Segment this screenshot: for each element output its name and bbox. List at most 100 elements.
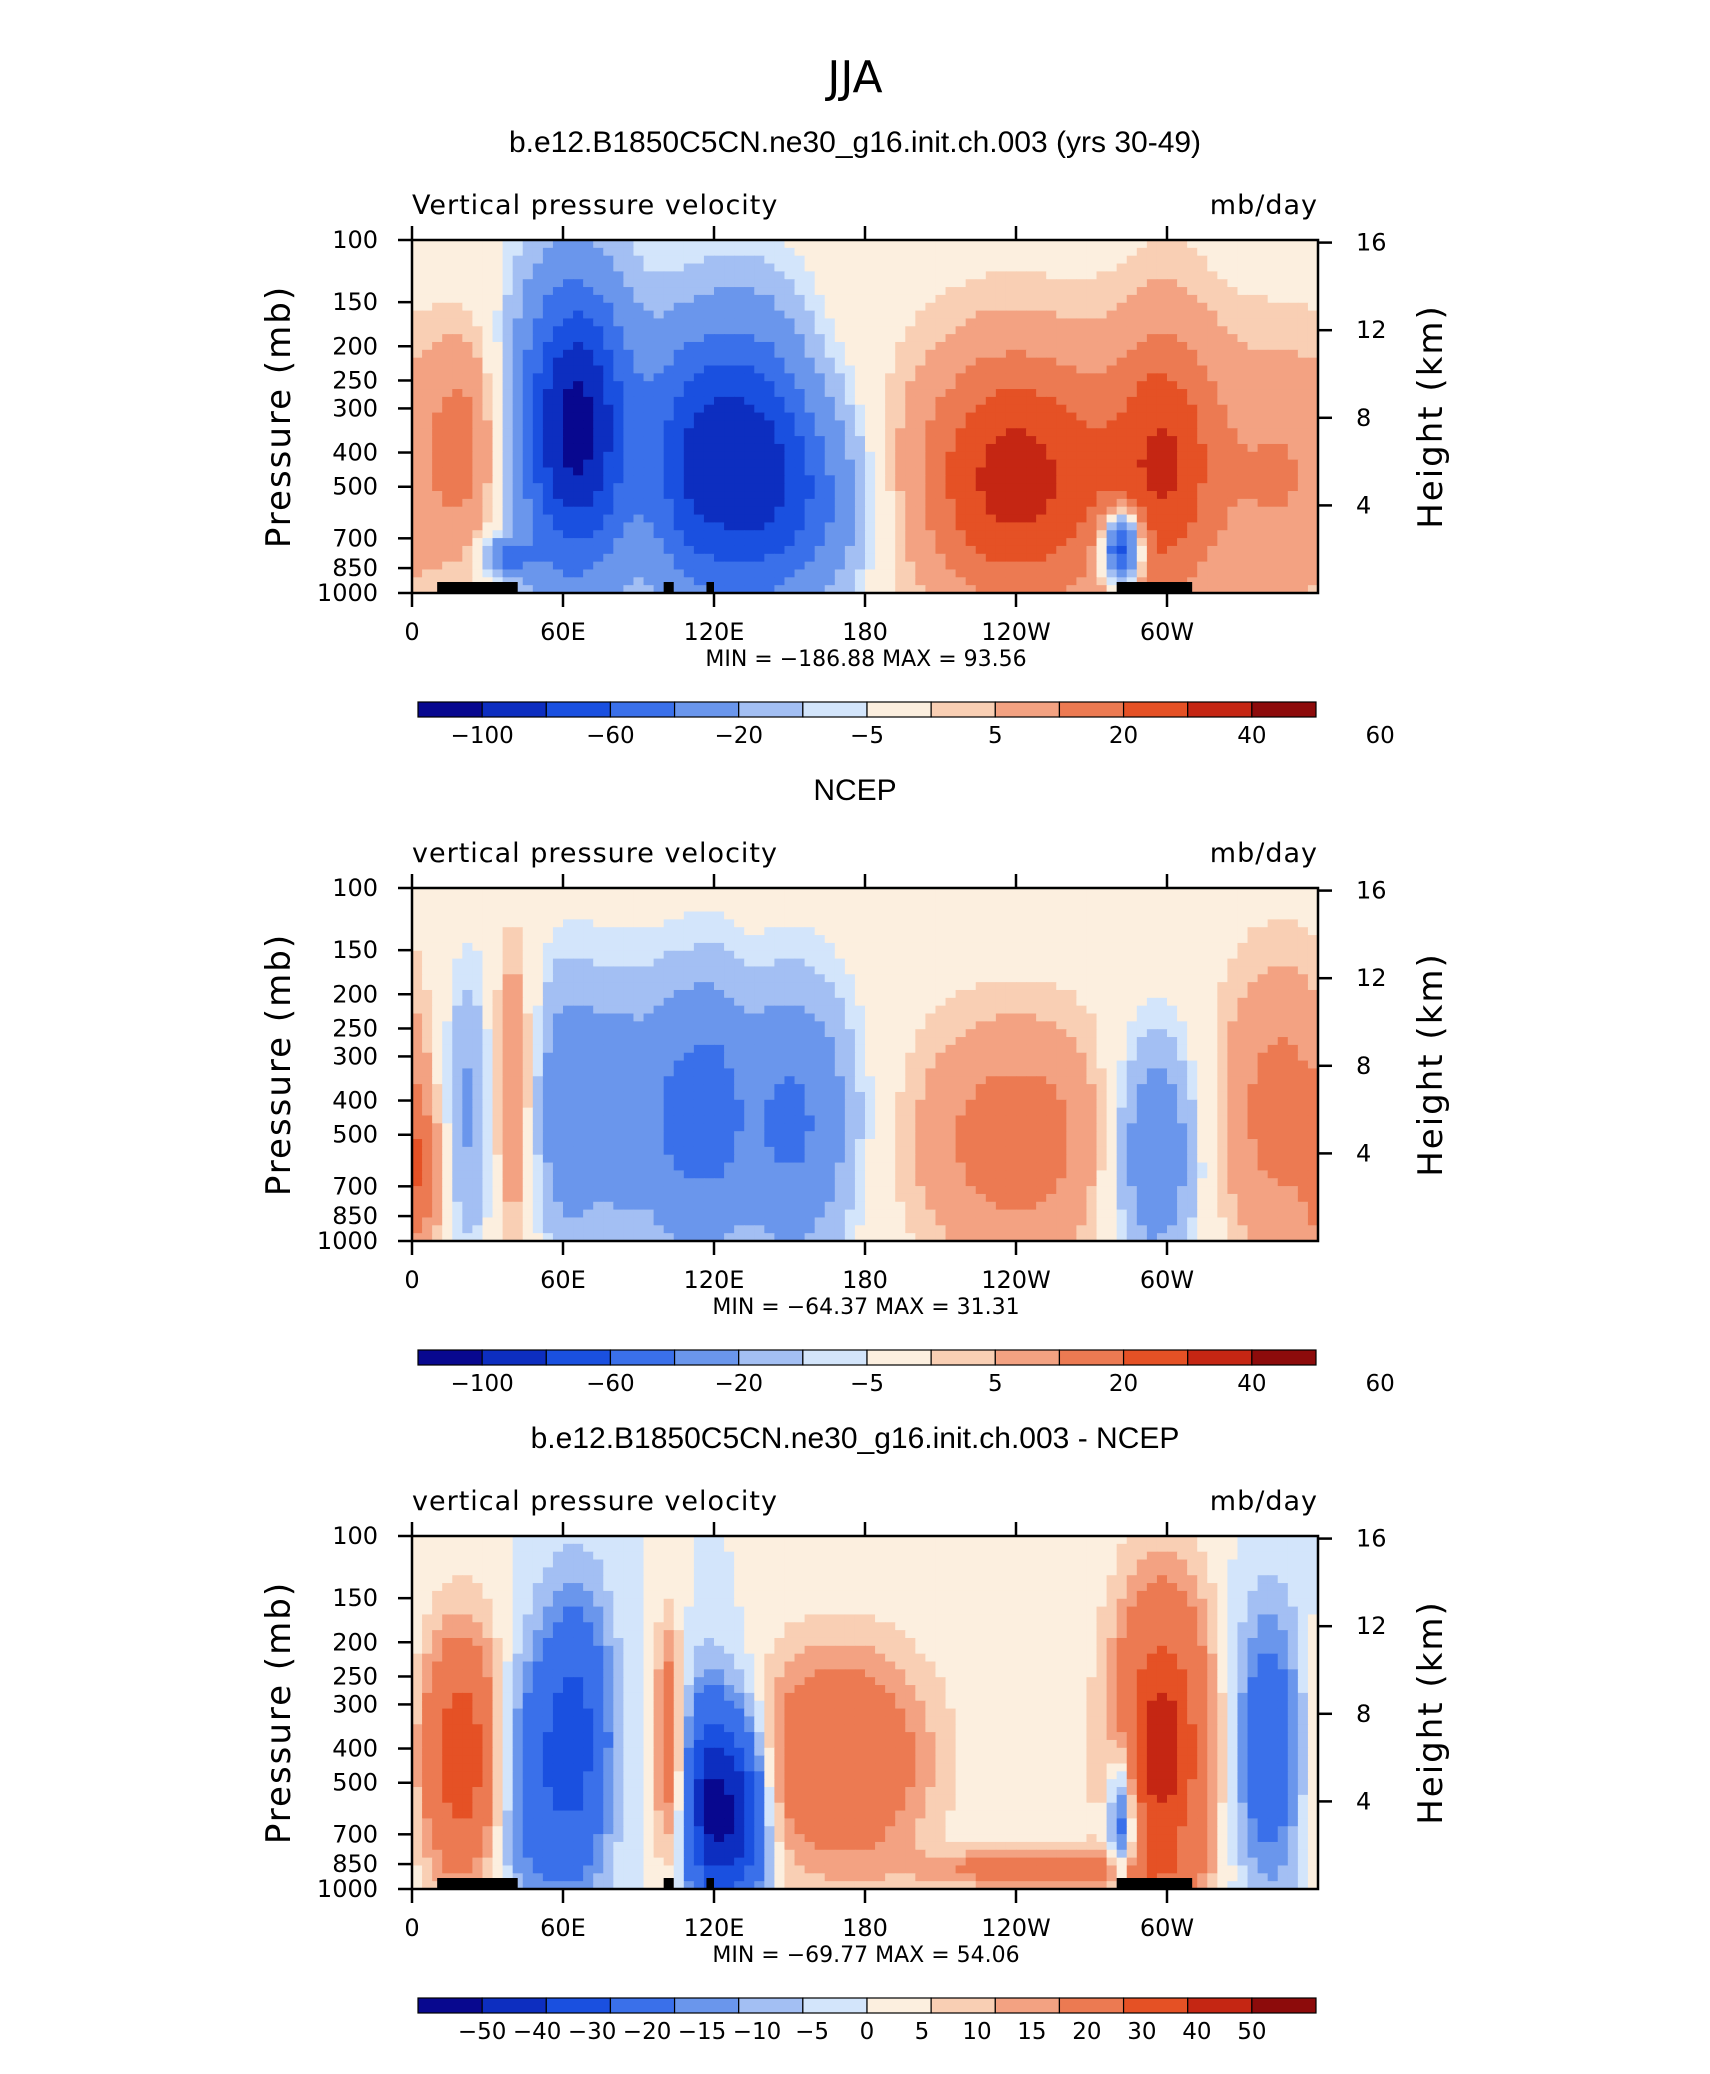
- heat-cell: [412, 443, 423, 453]
- heat-cell: [744, 577, 755, 586]
- heat-cell: [593, 436, 604, 445]
- heat-cell: [804, 294, 816, 304]
- heat-cell: [1036, 247, 1047, 257]
- heat-cell: [834, 903, 846, 913]
- heat-cell: [1257, 561, 1269, 571]
- heat-cell: [834, 318, 846, 327]
- heat-cell: [925, 271, 937, 280]
- heat-cell: [1167, 451, 1178, 461]
- heat-cell: [804, 287, 816, 296]
- heat-cell: [1227, 888, 1239, 897]
- heat-cell: [804, 491, 816, 500]
- heat-cell: [512, 530, 524, 539]
- heat-cell: [1056, 569, 1067, 578]
- heat-cell: [1287, 271, 1299, 280]
- heat-cell: [1036, 396, 1047, 406]
- heat-cell: [774, 522, 786, 531]
- heat-cell: [1257, 506, 1269, 516]
- units-label: mb/day: [1210, 838, 1318, 869]
- heat-cell: [482, 545, 494, 555]
- heat-cell: [633, 530, 645, 539]
- heat-cell: [905, 942, 916, 952]
- heat-cell: [633, 522, 645, 531]
- heat-cell: [532, 459, 544, 469]
- heat-cell: [1227, 326, 1239, 335]
- heat-cell: [1136, 514, 1148, 523]
- heat-cell: [693, 538, 705, 547]
- heat-cell: [1136, 271, 1148, 280]
- heat-cell: [915, 522, 926, 531]
- heat-cell: [895, 942, 906, 952]
- heat-cell: [603, 459, 614, 469]
- heat-cell: [1116, 357, 1128, 367]
- heat-cell: [583, 341, 594, 351]
- heat-cell: [693, 577, 705, 586]
- heat-cell: [633, 271, 645, 280]
- heat-cell: [1136, 553, 1148, 563]
- heat-cell: [1167, 475, 1178, 484]
- heat-cell: [1247, 919, 1259, 928]
- heat-cell: [1156, 310, 1168, 320]
- heat-cell: [814, 310, 826, 320]
- heat-cell: [522, 240, 534, 249]
- heat-cell: [673, 326, 685, 335]
- heat-cell: [1287, 451, 1299, 461]
- heat-cell: [683, 334, 695, 343]
- heat-cell: [683, 927, 695, 936]
- heat-cell: [734, 506, 745, 516]
- heat-cell: [724, 459, 735, 469]
- heat-cell: [995, 467, 1007, 476]
- heat-cell: [442, 373, 453, 382]
- heat-cell: [432, 365, 443, 374]
- heat-cell: [422, 287, 433, 296]
- heat-cell: [573, 294, 584, 304]
- heat-cell: [502, 475, 514, 484]
- heat-cell: [512, 255, 524, 265]
- heat-cell: [1287, 279, 1299, 288]
- heat-cell: [1277, 302, 1289, 312]
- heat-cell: [784, 247, 796, 257]
- heat-cell: [1187, 341, 1198, 351]
- heat-cell: [935, 514, 947, 523]
- heat-cell: [935, 349, 947, 359]
- heat-cell: [492, 428, 504, 437]
- heat-cell: [1307, 420, 1319, 429]
- heat-cell: [1096, 255, 1108, 265]
- heat-cell: [1277, 530, 1289, 539]
- heat-cell: [573, 287, 584, 296]
- heat-cell: [975, 903, 987, 913]
- heat-cell: [573, 577, 584, 586]
- heat-cell: [643, 585, 655, 594]
- heat-cell: [774, 436, 786, 445]
- heat-cell: [412, 365, 423, 374]
- heat-cell: [824, 294, 836, 304]
- heat-cell: [995, 585, 1007, 594]
- heat-cell: [683, 491, 695, 500]
- heat-cell: [995, 279, 1007, 288]
- heat-cell: [975, 950, 987, 960]
- heat-cell: [442, 287, 453, 296]
- heat-cell: [1126, 287, 1138, 296]
- heat-cell: [532, 412, 544, 422]
- heat-cell: [1086, 935, 1098, 944]
- heat-cell: [492, 318, 504, 327]
- heat-cell: [1106, 467, 1118, 476]
- heat-cell: [935, 888, 947, 897]
- heat-cell: [1005, 326, 1017, 335]
- heat-cell: [1026, 927, 1037, 936]
- heat-cell: [452, 538, 463, 547]
- heat-cell: [945, 373, 957, 382]
- heat-cell: [693, 310, 705, 320]
- heat-cell: [1156, 530, 1168, 539]
- heat-cell: [1086, 443, 1098, 453]
- heat-cell: [764, 294, 775, 304]
- y-tick-label: 500: [332, 473, 378, 501]
- heat-cell: [734, 538, 745, 547]
- heat-cell: [1177, 318, 1188, 327]
- heat-cell: [583, 271, 594, 280]
- heat-cell: [1257, 310, 1269, 320]
- heat-cell: [1307, 585, 1319, 594]
- heat-cell: [774, 365, 786, 374]
- heat-cell: [814, 302, 826, 312]
- heat-cell: [703, 255, 715, 265]
